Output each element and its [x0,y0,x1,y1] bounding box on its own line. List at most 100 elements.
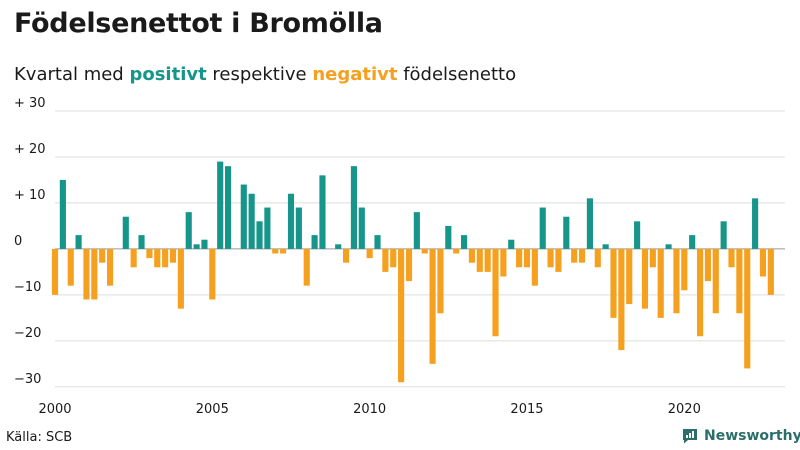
bar-negative [696,248,704,337]
bar-negative [342,248,350,263]
bar-positive [539,207,546,249]
x-tick-label: 2020 [668,402,701,417]
bar-positive [586,198,593,249]
bar-negative [169,248,177,263]
bar-positive [122,216,129,249]
bar-negative [421,248,428,254]
bar-positive [563,216,570,249]
bar-negative [728,248,735,268]
bar-negative [744,248,751,369]
bar-negative [649,248,656,268]
bar-negative [67,248,74,286]
bar-positive [689,235,696,249]
bar-negative [610,248,617,318]
bar-negative [626,248,633,305]
y-tick-label: −10 [14,280,41,295]
bar-negative [106,248,114,286]
bar-positive [240,184,247,249]
bar-negative [523,248,531,268]
grid-lines [55,110,785,388]
bar-negative [366,248,373,259]
bar-positive [217,161,224,249]
y-tick-label: −20 [14,326,41,341]
bar-negative [468,248,475,263]
bar-positive [335,244,342,249]
bar-negative [531,248,538,286]
bar-negative [154,248,161,268]
bar-negative [51,248,59,295]
bar-positive [256,221,263,249]
bar-negative [759,248,767,277]
bar-positive [720,221,727,249]
bar-positive [201,239,208,249]
y-axis-labels: + 30 + 20 + 10 0 −10 −20 −30 [14,96,46,387]
x-axis-labels: 2000 2005 2010 2015 2020 [38,402,700,417]
bar-negative [272,248,279,254]
bar-positive [508,239,515,249]
subtitle-middle: respektive [206,64,313,85]
bar-negative [130,248,137,268]
bar-negative [405,248,413,282]
bar-positive [193,244,200,249]
bar-positive [319,175,326,249]
x-tick-label: 2005 [196,402,229,417]
bar-negative [209,248,216,300]
bar-positive [287,193,295,249]
bar-negative [303,248,310,286]
bar-negative [618,248,625,351]
bar-negative [453,248,460,254]
bar-positive [665,244,672,249]
bar-positive [248,193,255,249]
y-tick-label: + 20 [14,142,46,157]
bar-positive [59,179,66,249]
bar-negative [280,248,287,254]
subtitle-suffix: födelsenetto [397,64,517,85]
bar-positive [358,207,365,249]
newsworthy-logo-icon [683,429,697,444]
bar-positive [460,235,468,249]
y-tick-label: + 10 [14,188,46,203]
bar-positive [752,198,759,249]
bar-positive [264,207,271,249]
bar-negative [162,248,169,268]
bar-negative [437,248,444,314]
bar-positive [295,207,302,249]
bar-negative [641,248,649,309]
bar-negative [398,248,405,383]
bar-negative [429,248,436,364]
bar-negative [484,248,491,272]
newsworthy-brand[interactable]: Newsworthy [681,427,800,445]
y-tick-label: 0 [14,234,22,249]
bar-negative [382,248,389,272]
bar-negative [712,248,719,314]
bar-negative [99,248,106,263]
bar-negative [704,248,711,282]
bar-positive [138,235,145,249]
bar-negative [681,248,688,291]
bar-positive [634,221,641,249]
x-tick-label: 2000 [38,402,71,417]
bar-positive [413,212,420,249]
bar-negative [673,248,680,314]
bar-positive [374,235,381,249]
bar-positive [185,212,192,249]
bar-negative [736,248,743,314]
x-tick-label: 2010 [353,402,386,417]
bar-negative [555,248,562,272]
bar-negative [177,248,184,309]
bar-negative [594,248,601,268]
chart-subtitle: Kvartal med positivt respektive negativt… [14,64,516,85]
bar-positive [311,235,318,249]
bar-negative [91,248,98,300]
subtitle-positive-label: positivt [129,64,207,85]
x-tick-label: 2015 [510,402,543,417]
source-note: Källa: SCB [6,430,73,445]
bar-negative [146,248,153,259]
bars [51,161,774,383]
bar-negative [500,248,507,277]
bar-negative [492,248,499,337]
subtitle-negative-label: negativt [312,64,398,85]
bar-negative [578,248,586,263]
chart-title: Födelsenettot i Bromölla [14,8,383,39]
